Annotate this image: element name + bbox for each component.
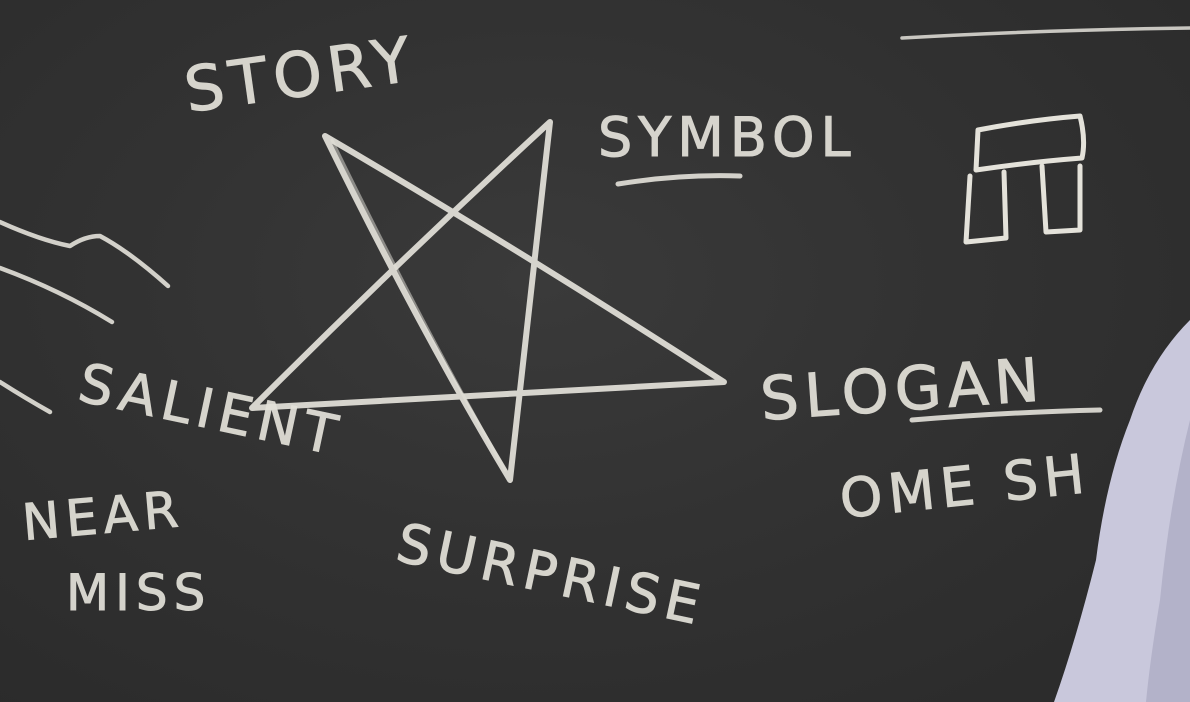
top-right-stroke bbox=[900, 26, 1190, 40]
pentagram bbox=[249, 119, 727, 483]
word-one-shot-fragment: OME SH bbox=[837, 442, 1093, 531]
left-scribble-top bbox=[0, 219, 171, 289]
left-scribble-middle bbox=[0, 265, 115, 325]
symbol-underline bbox=[615, 173, 743, 187]
left-scribble-bottom bbox=[0, 379, 53, 415]
word-symbol: SYMBOL bbox=[598, 106, 857, 169]
word-near: NEAR bbox=[20, 480, 186, 552]
word-slogan: SLOGAN bbox=[758, 345, 1047, 435]
slogan-underline bbox=[909, 407, 1103, 423]
stonehenge-icon bbox=[963, 113, 1087, 245]
word-surprise: SURPRISE bbox=[391, 511, 711, 638]
word-salient: SALIENT bbox=[73, 351, 348, 468]
word-story: STORY bbox=[180, 22, 421, 127]
person-shirt bbox=[1054, 320, 1190, 702]
pentagram-edge-highlight bbox=[330, 138, 507, 472]
word-miss: MISS bbox=[66, 564, 211, 622]
person-shirt-shadow bbox=[1146, 420, 1190, 702]
